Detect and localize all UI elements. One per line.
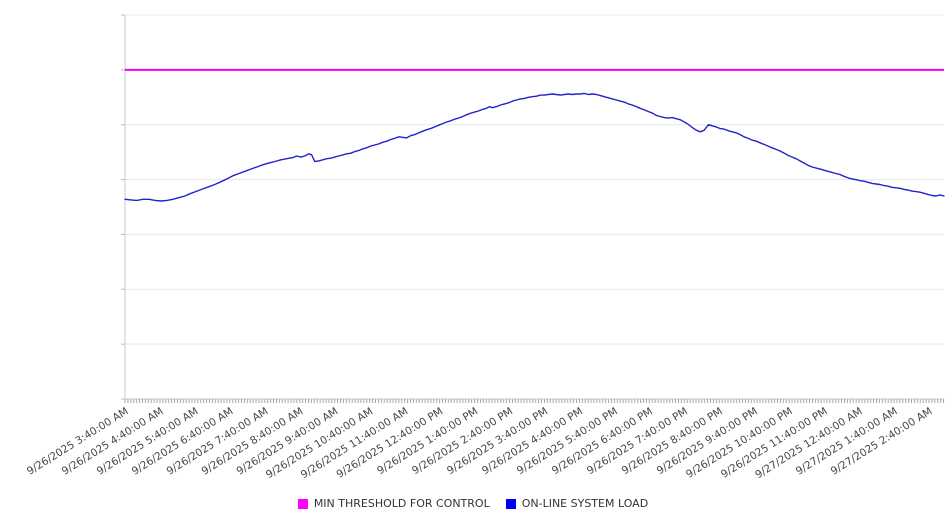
- x-axis-labels: 9/26/2025 3:40:00 AM9/26/2025 4:40:00 AM…: [25, 405, 935, 481]
- system-load-swatch: [505, 498, 516, 509]
- y-axis-ticks: [121, 14, 125, 400]
- system-load-legend-label: ON-LINE SYSTEM LOAD: [521, 497, 649, 510]
- legend-item-min-threshold[interactable]: MIN THRESHOLD FOR CONTROL: [297, 497, 490, 510]
- system-load-line: [124, 92, 945, 202]
- legend-item-system-load[interactable]: ON-LINE SYSTEM LOAD: [505, 497, 649, 510]
- gridlines: [125, 14, 944, 400]
- threshold-swatch: [297, 498, 308, 509]
- x-tick-marks: [124, 399, 945, 403]
- threshold-legend-label: MIN THRESHOLD FOR CONTROL: [313, 497, 490, 510]
- legend: MIN THRESHOLD FOR CONTROL ON-LINE SYSTEM…: [0, 497, 946, 510]
